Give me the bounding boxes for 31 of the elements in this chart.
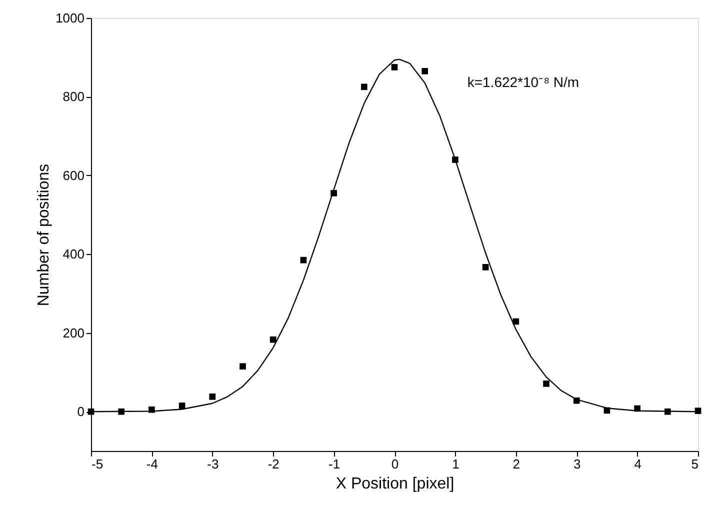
- x-tick-label: 5: [691, 456, 698, 472]
- x-tick-label: -3: [207, 456, 219, 472]
- point: [694, 408, 702, 414]
- y-tick-label: 200: [62, 325, 84, 340]
- point: [543, 380, 550, 387]
- point: [209, 394, 216, 400]
- x-tick-label: 0: [391, 456, 399, 472]
- point: [391, 64, 398, 70]
- y-tick-label: 1000: [56, 10, 84, 26]
- y-axis-title: Number of positions: [36, 164, 53, 306]
- x-tick-label: -2: [268, 456, 280, 472]
- annotation: k=1.622*10⁻⁸ N/m: [467, 74, 580, 90]
- point: [240, 363, 246, 370]
- point: [270, 336, 276, 343]
- point: [360, 84, 368, 90]
- y-tick-label: 0: [77, 404, 84, 420]
- y-tick-label: 800: [62, 89, 84, 104]
- x-tick-label: 4: [634, 456, 642, 472]
- x-tick-label: 2: [512, 456, 520, 472]
- y-tick-label: 600: [62, 168, 84, 183]
- x-tick-label: 1: [452, 456, 460, 472]
- x-tick-label: -5: [92, 456, 104, 472]
- point: [482, 264, 489, 270]
- point: [178, 402, 186, 409]
- x-axis-title: X Position [pixel]: [336, 476, 454, 492]
- y-tick-label: 400: [62, 246, 84, 262]
- point: [422, 68, 428, 74]
- x-tick-label: 3: [573, 456, 581, 472]
- point: [300, 256, 307, 264]
- x-tick-label: -4: [146, 456, 158, 472]
- x-tick-label: -1: [328, 456, 340, 472]
